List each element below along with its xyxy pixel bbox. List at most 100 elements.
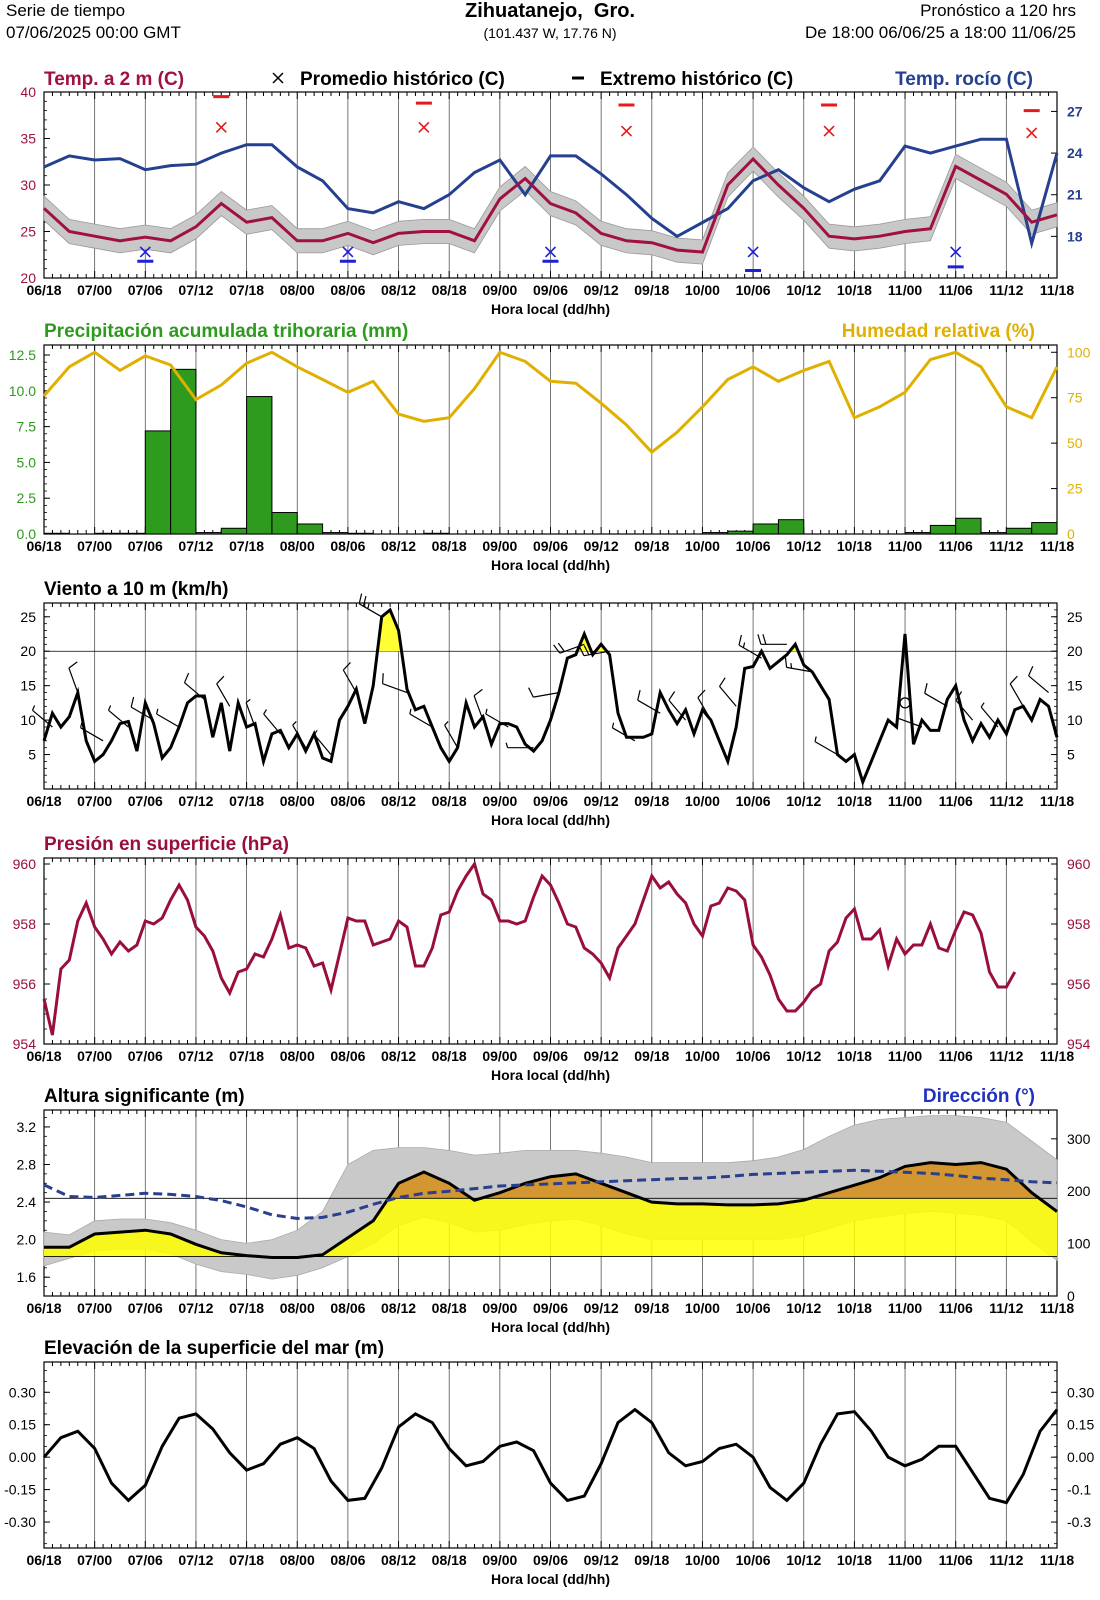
wind-barb — [485, 708, 509, 728]
x-tick-label: 07/12 — [178, 1048, 213, 1064]
wind-barb — [896, 712, 923, 728]
y-tick-label: 2.4 — [17, 1194, 37, 1210]
hist-mean-min-marker — [544, 246, 557, 258]
x-tick-label: 07/00 — [77, 793, 112, 809]
x-tick-label: 09/00 — [482, 793, 517, 809]
x-tick-label: 09/12 — [584, 538, 619, 554]
precip-bar — [43, 532, 70, 535]
legend-mean-label: Promedio histórico (C) — [300, 69, 505, 90]
pressure-title: Presión en superficie (hPa) — [44, 834, 289, 855]
x-tick-label: 09/18 — [634, 1048, 669, 1064]
x-tick-label: 08/06 — [330, 1300, 365, 1316]
precip-bar — [271, 512, 298, 535]
x-tick-label: 10/18 — [837, 1300, 872, 1316]
x-tick-label: 09/06 — [533, 1300, 568, 1316]
x-tick-label: 10/06 — [736, 1552, 771, 1568]
humidity-line — [42, 350, 1059, 455]
x-tick-label: 11/12 — [989, 1552, 1023, 1568]
x-tick-label: 10/18 — [837, 538, 872, 554]
wave-height-line — [44, 1161, 1058, 1259]
precip-bar — [322, 532, 349, 535]
x-tick-label: 10/18 — [837, 793, 872, 809]
y-tick-label: 2.8 — [17, 1156, 37, 1172]
x-tick-label: 08/00 — [280, 1552, 315, 1568]
wind-barb — [263, 709, 281, 735]
y-tick-label-right: 0.00 — [1067, 1449, 1094, 1465]
y-tick-label: 958 — [13, 916, 37, 932]
y-tick-label: 25 — [20, 609, 36, 625]
wind-barb — [505, 742, 534, 749]
x-tick-label: 09/06 — [533, 1048, 568, 1064]
wind-barb — [611, 722, 636, 742]
wind-barb — [578, 645, 610, 657]
y-tick-label: 10.0 — [9, 383, 36, 399]
x-tick-label: 07/12 — [178, 538, 213, 554]
y-tick-label-right: 27 — [1067, 103, 1083, 119]
temperature-line — [42, 156, 1058, 254]
x-tick-label: 08/18 — [432, 1048, 467, 1064]
wind-barb — [1009, 675, 1024, 707]
y-tick-label: -0.30 — [4, 1514, 36, 1530]
x-tick-label: 09/12 — [584, 282, 619, 298]
x-tick-label: 08/00 — [280, 793, 315, 809]
x-axis-label: Hora local (dd/hh) — [491, 557, 610, 573]
y-tick-label: 3.2 — [17, 1119, 37, 1135]
wind-barb — [313, 729, 332, 755]
x-tick-label: 07/12 — [178, 1552, 213, 1568]
precip-bar — [1031, 522, 1058, 535]
y-tick-label-right: 21 — [1067, 187, 1083, 203]
precip-bar — [347, 532, 374, 535]
x-tick-label: 06/18 — [26, 1048, 61, 1064]
x-tick-label: 08/06 — [330, 1048, 365, 1064]
x-tick-label: 11/12 — [989, 1300, 1023, 1316]
x-tick-label: 10/12 — [786, 538, 821, 554]
x-tick-label: 10/06 — [736, 1300, 771, 1316]
precip-bar — [296, 523, 324, 535]
x-tick-label: 09/18 — [634, 1300, 669, 1316]
x-tick-label: 08/12 — [381, 282, 416, 298]
x-tick-label: 11/06 — [939, 793, 973, 809]
x-tick-label: 11/18 — [1040, 1300, 1074, 1316]
y-tick-label-right: 958 — [1067, 916, 1091, 932]
wind-over-threshold-fill — [577, 634, 592, 652]
wave-direction-title: Dirección (°) — [923, 1086, 1035, 1107]
wind-barb — [1028, 666, 1049, 694]
x-tick-label: 07/18 — [229, 538, 264, 554]
x-axis-label: Hora local (dd/hh) — [491, 1571, 610, 1587]
y-tick-label-right: 200 — [1067, 1183, 1091, 1199]
precip-bar — [423, 532, 450, 535]
x-tick-label: 10/00 — [685, 282, 720, 298]
precip-bar — [727, 530, 754, 535]
x-tick-label: 11/00 — [888, 793, 922, 809]
dewpoint-line — [43, 137, 1059, 250]
x-tick-label: 10/18 — [837, 1552, 872, 1568]
x-tick-label: 08/12 — [381, 1300, 416, 1316]
x-tick-label: 08/06 — [330, 793, 365, 809]
y-tick-label-right: 75 — [1067, 390, 1083, 406]
x-tick-label: 08/18 — [432, 538, 467, 554]
x-tick-label: 10/00 — [685, 1300, 720, 1316]
x-tick-label: 09/12 — [584, 1048, 619, 1064]
run-date-label: 07/06/2025 00:00 GMT — [6, 23, 181, 42]
x-tick-label: 10/06 — [736, 793, 771, 809]
y-tick-label: 5.0 — [17, 454, 37, 470]
x-tick-label: 09/18 — [634, 282, 669, 298]
wind-barb — [31, 705, 53, 728]
wind-barb — [814, 736, 838, 756]
legend-mean-marker — [272, 72, 284, 84]
temp-uncertainty-band — [43, 146, 1058, 265]
legend-extreme-label: Extremo histórico (C) — [600, 69, 793, 90]
y-tick-label: 7.5 — [17, 419, 37, 435]
y-tick-label: 2.5 — [17, 490, 37, 506]
y-tick-label-right: 960 — [1067, 856, 1091, 872]
x-tick-label: 09/12 — [584, 1552, 619, 1568]
x-tick-label: 07/12 — [178, 793, 213, 809]
precip-bar — [929, 524, 957, 535]
wind-barb — [292, 720, 307, 749]
x-tick-label: 10/06 — [736, 538, 771, 554]
x-tick-label: 11/18 — [1040, 1048, 1074, 1064]
pressure-line — [42, 860, 1017, 1036]
precip-bar — [777, 519, 805, 535]
y-tick-label: 0.0 — [17, 526, 37, 542]
y-tick-label: 30 — [20, 177, 36, 193]
